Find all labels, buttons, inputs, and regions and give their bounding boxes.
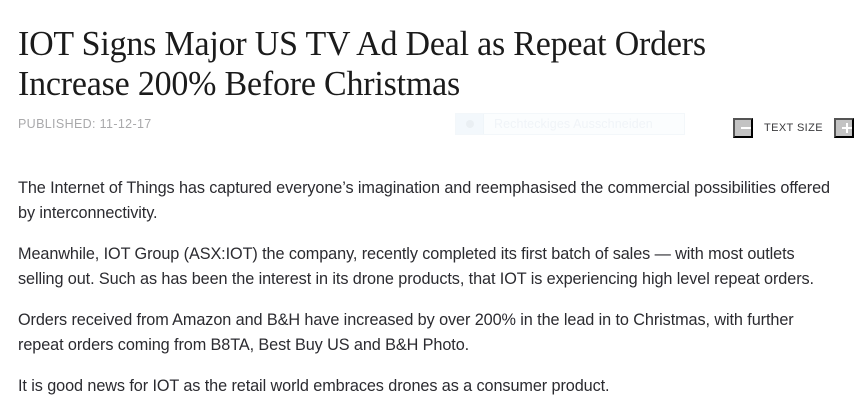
snip-dot-glyph: [465, 120, 474, 128]
snipping-tool-overlay[interactable]: Rechteckiges Ausschneiden: [455, 113, 685, 135]
article-meta-row: PUBLISHED: 11-12-17: [0, 112, 863, 142]
article-paragraph: Meanwhile, IOT Group (ASX:IOT) the compa…: [18, 245, 814, 288]
article-paragraph: It is good news for IOT as the retail wo…: [18, 377, 610, 395]
article-paragraph: Orders received from Amazon and B&H have…: [18, 311, 794, 354]
rectangular-snip-icon[interactable]: [456, 114, 484, 134]
snipping-tool-label: Rechteckiges Ausschneiden: [494, 117, 653, 131]
plus-icon: [842, 123, 852, 133]
article-paragraph: The Internet of Things has captured ever…: [18, 179, 830, 222]
text-size-label: TEXT SIZE: [763, 122, 823, 134]
minus-icon: [740, 123, 751, 133]
decrease-text-size-button[interactable]: [732, 118, 753, 138]
article-body: The Internet of Things has captured ever…: [18, 176, 856, 399]
text-size-control: TEXT SIZE: [732, 117, 854, 139]
page-title: IOT Signs Major US TV Ad Deal as Repeat …: [18, 24, 706, 103]
increase-text-size-button[interactable]: [834, 118, 854, 138]
published-date: PUBLISHED: 11-12-17: [18, 117, 152, 131]
